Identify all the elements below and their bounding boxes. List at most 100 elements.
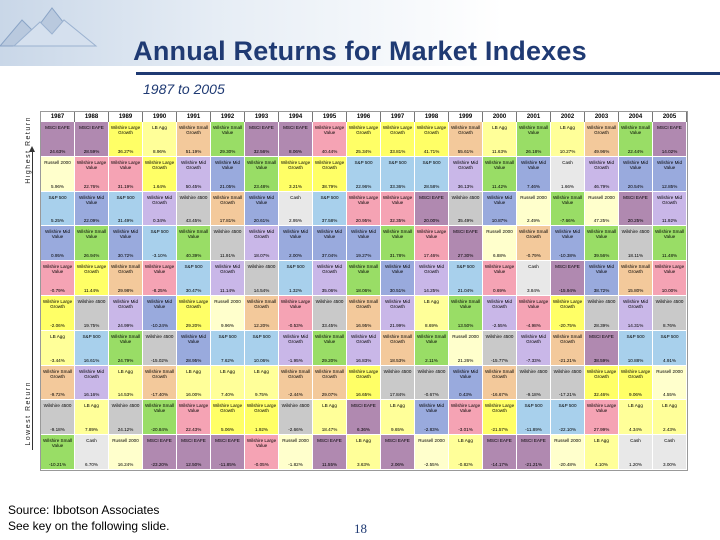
index-name: MSCI EAFE	[453, 229, 478, 235]
index-return: -1.95%	[288, 357, 303, 363]
index-name: Cash	[528, 264, 539, 270]
year-header: 1989	[109, 112, 143, 122]
year-header: 1990	[143, 112, 177, 122]
index-cell: Wilshire Small Value 24.79%	[109, 330, 143, 366]
index-return: -10.24%	[150, 322, 169, 328]
index-name: S&P 500	[48, 194, 67, 200]
index-return: 9.96%	[220, 322, 235, 328]
index-name: Wilshire Mid Value	[384, 264, 410, 275]
index-cell: Wilshire Large Value 20.95%	[347, 191, 381, 227]
index-return: 14.53%	[117, 392, 134, 398]
index-cell: S&P 500 7.62%	[211, 330, 245, 366]
index-cell: LB Agg -0.82%	[449, 435, 483, 470]
index-name: Wilshire Large Value	[76, 159, 107, 170]
index-cell: Wilshire 4500 19.75%	[75, 295, 109, 331]
index-name: Wilshire Mid Growth	[180, 159, 206, 170]
index-name: Wilshire Large Growth	[42, 298, 73, 309]
index-return: 18.47%	[321, 427, 338, 433]
index-cell: Wilshire Small Value 40.39%	[177, 226, 211, 262]
index-cell: Wilshire Small Growth -0.79%	[517, 226, 551, 262]
index-return: 27.30%	[457, 253, 474, 259]
index-return: -14.17%	[490, 461, 509, 467]
year-header: 1995	[313, 112, 347, 122]
index-cell: Wilshire Small Value 13.50%	[449, 295, 483, 331]
index-name: Wilshire 4500	[621, 229, 650, 235]
index-cell: Wilshire 4500 18.11%	[619, 226, 653, 262]
index-cell: Russell 2000 9.96%	[211, 295, 245, 331]
index-name: LB Agg	[356, 438, 371, 444]
index-return: 29.20%	[185, 322, 202, 328]
index-return: 16.95%	[355, 322, 372, 328]
index-cell: Wilshire Large Growth 11.44%	[75, 261, 109, 296]
index-name: Russell 2000	[418, 438, 445, 444]
index-return: -15.77%	[490, 357, 509, 363]
index-return: 16.00%	[185, 392, 202, 398]
index-return: 32.56%	[253, 148, 270, 154]
index-cell: Wilshire Large Growth 1.64%	[143, 156, 177, 192]
index-cell: LB Agg 7.89%	[75, 400, 109, 436]
index-return: 8.69%	[424, 322, 439, 328]
index-cell: Wilshire Mid Growth 16.83%	[347, 330, 381, 366]
index-return: 26.94%	[83, 253, 100, 259]
index-cell: MSCI EAFE -14.17%	[483, 435, 517, 470]
index-name: Wilshire Mid Value	[452, 368, 478, 379]
index-cell: LB Agg 7.40%	[211, 365, 245, 401]
index-return: 35.06%	[321, 287, 338, 293]
index-name: LB Agg	[50, 333, 65, 339]
index-return: 4.34%	[628, 427, 643, 433]
index-cell: LB Agg 16.00%	[177, 365, 211, 401]
index-cell: Wilshire Large Growth 16.65%	[347, 365, 381, 401]
index-name: Wilshire Mid Growth	[452, 159, 478, 170]
index-return: 13.50%	[457, 322, 474, 328]
index-name: MSCI EAFE	[79, 125, 104, 130]
index-name: Wilshire Small Growth	[144, 368, 175, 379]
index-return: 5.96%	[50, 183, 65, 189]
index-name: Wilshire Large Value	[348, 194, 379, 205]
index-name: S&P 500	[660, 333, 679, 339]
index-cell: LB Agg 14.53%	[109, 365, 143, 401]
year-header: 1996	[347, 112, 381, 122]
index-cell: LB Agg 11.63%	[483, 122, 517, 157]
index-return: -7.33%	[526, 357, 541, 363]
index-name: Wilshire Large Growth	[246, 403, 277, 414]
index-name: Wilshire Large Value	[280, 298, 311, 309]
index-cell: Russell 2000 4.55%	[653, 365, 687, 401]
index-cell: Cash 2.95%	[279, 191, 313, 227]
index-cell: S&P 500 4.91%	[653, 330, 687, 366]
index-name: Wilshire Large Growth	[552, 298, 583, 309]
index-return: 14.31%	[627, 322, 644, 328]
index-name: Wilshire Small Value	[76, 229, 107, 240]
index-cell: MSCI EAFE 20.00%	[415, 191, 449, 227]
index-cell: Wilshire Large Growth 33.81%	[381, 122, 415, 157]
index-return: 12.20%	[253, 322, 270, 328]
index-return: 7.40%	[220, 392, 235, 398]
index-return: -7.66%	[560, 218, 575, 224]
index-name: Wilshire Mid Growth	[656, 194, 682, 205]
index-name: Wilshire Mid Value	[282, 229, 308, 240]
index-name: Wilshire Small Value	[110, 333, 141, 344]
index-return: 7.46%	[526, 183, 541, 189]
index-cell: Wilshire Mid Value -10.38%	[551, 226, 585, 262]
index-return: -2.44%	[288, 392, 303, 398]
index-name: LB Agg	[390, 403, 405, 409]
index-cell: Wilshire Large Value -8.25%	[143, 261, 177, 296]
index-return: 32.46%	[593, 392, 610, 398]
index-name: Wilshire Large Value	[484, 264, 515, 275]
index-cell: Wilshire Large Growth 29.20%	[177, 295, 211, 331]
index-return: -15.02%	[150, 357, 169, 363]
index-return: 22.43%	[185, 427, 202, 433]
index-cell: Russell 2000 47.25%	[585, 191, 619, 227]
index-name: Wilshire Small Value	[484, 159, 515, 170]
index-name: Wilshire Mid Value	[214, 159, 240, 170]
index-cell: Wilshire Large Value 17.46%	[415, 226, 449, 262]
index-name: Wilshire Mid Growth	[418, 264, 444, 275]
index-return: 16.61%	[83, 357, 100, 363]
index-return: -22.10%	[558, 427, 577, 433]
index-name: Wilshire Mid Value	[486, 194, 512, 205]
index-name: Wilshire Small Growth	[348, 298, 379, 309]
index-cell: Wilshire Large Value 40.44%	[313, 122, 347, 157]
index-cell: Wilshire Small Growth 18.53%	[381, 330, 415, 366]
index-cell: Wilshire Large Value 31.19%	[109, 156, 143, 192]
index-return: -2.55%	[492, 322, 507, 328]
index-return: 37.58%	[321, 218, 338, 224]
